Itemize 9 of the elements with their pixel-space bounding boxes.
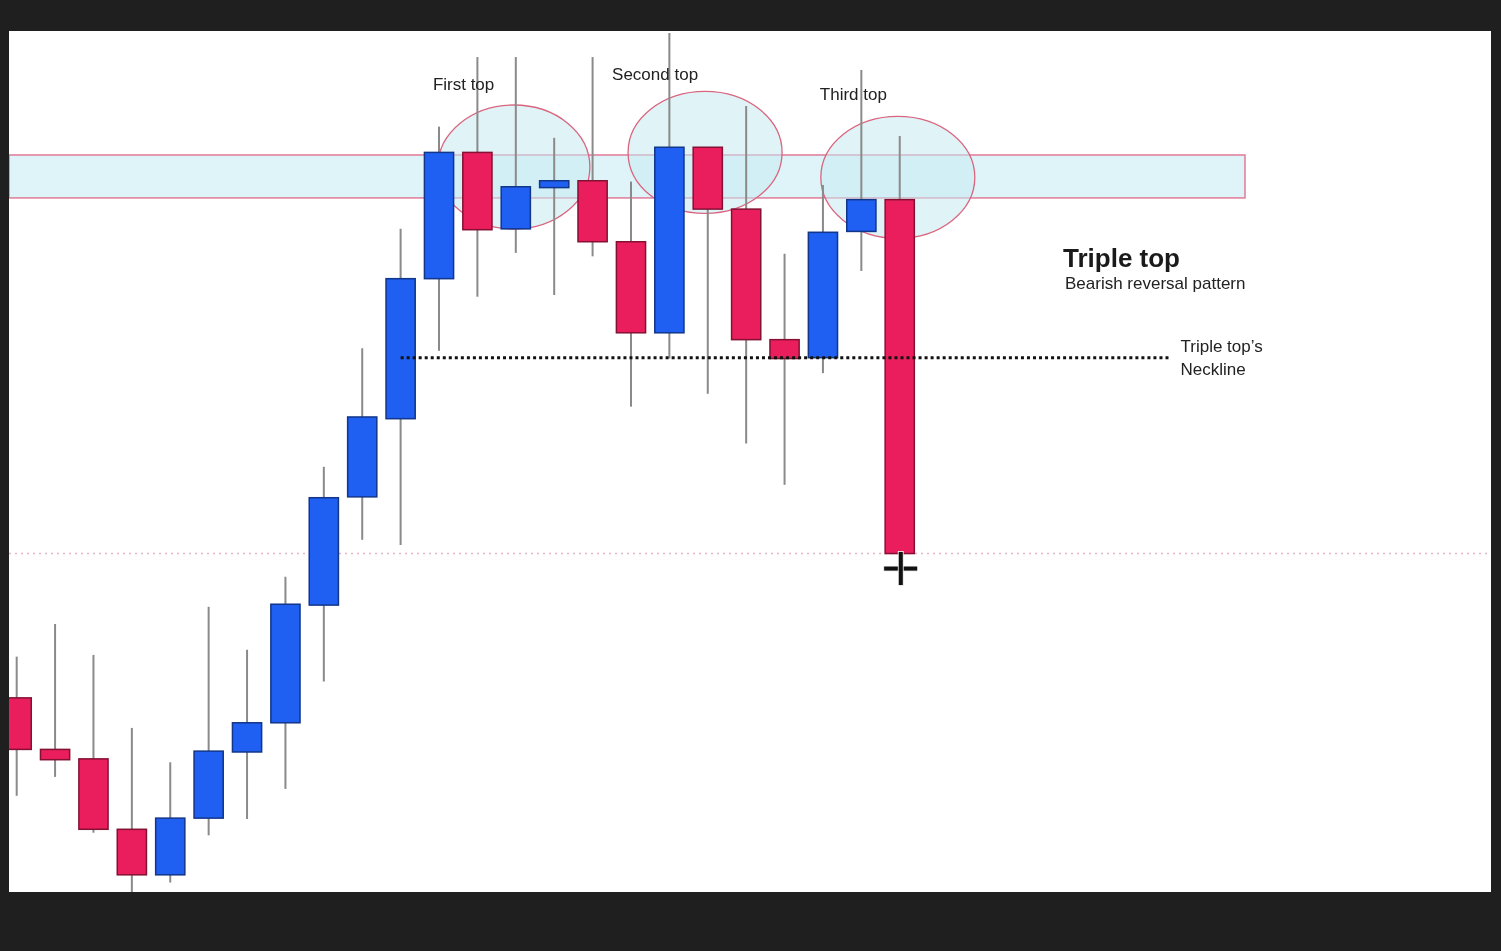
candlestick (538, 136, 570, 296)
annotation: First top (432, 75, 495, 94)
text: Triple top (1063, 243, 1180, 273)
candlestick (39, 622, 71, 778)
text: Bearish reversal pattern (1065, 274, 1246, 293)
annotation: Second top (612, 65, 699, 85)
series-label: Triple top’s Neckline (1180, 336, 1263, 379)
candlestick (769, 252, 800, 486)
annotation: Third top (819, 85, 887, 105)
